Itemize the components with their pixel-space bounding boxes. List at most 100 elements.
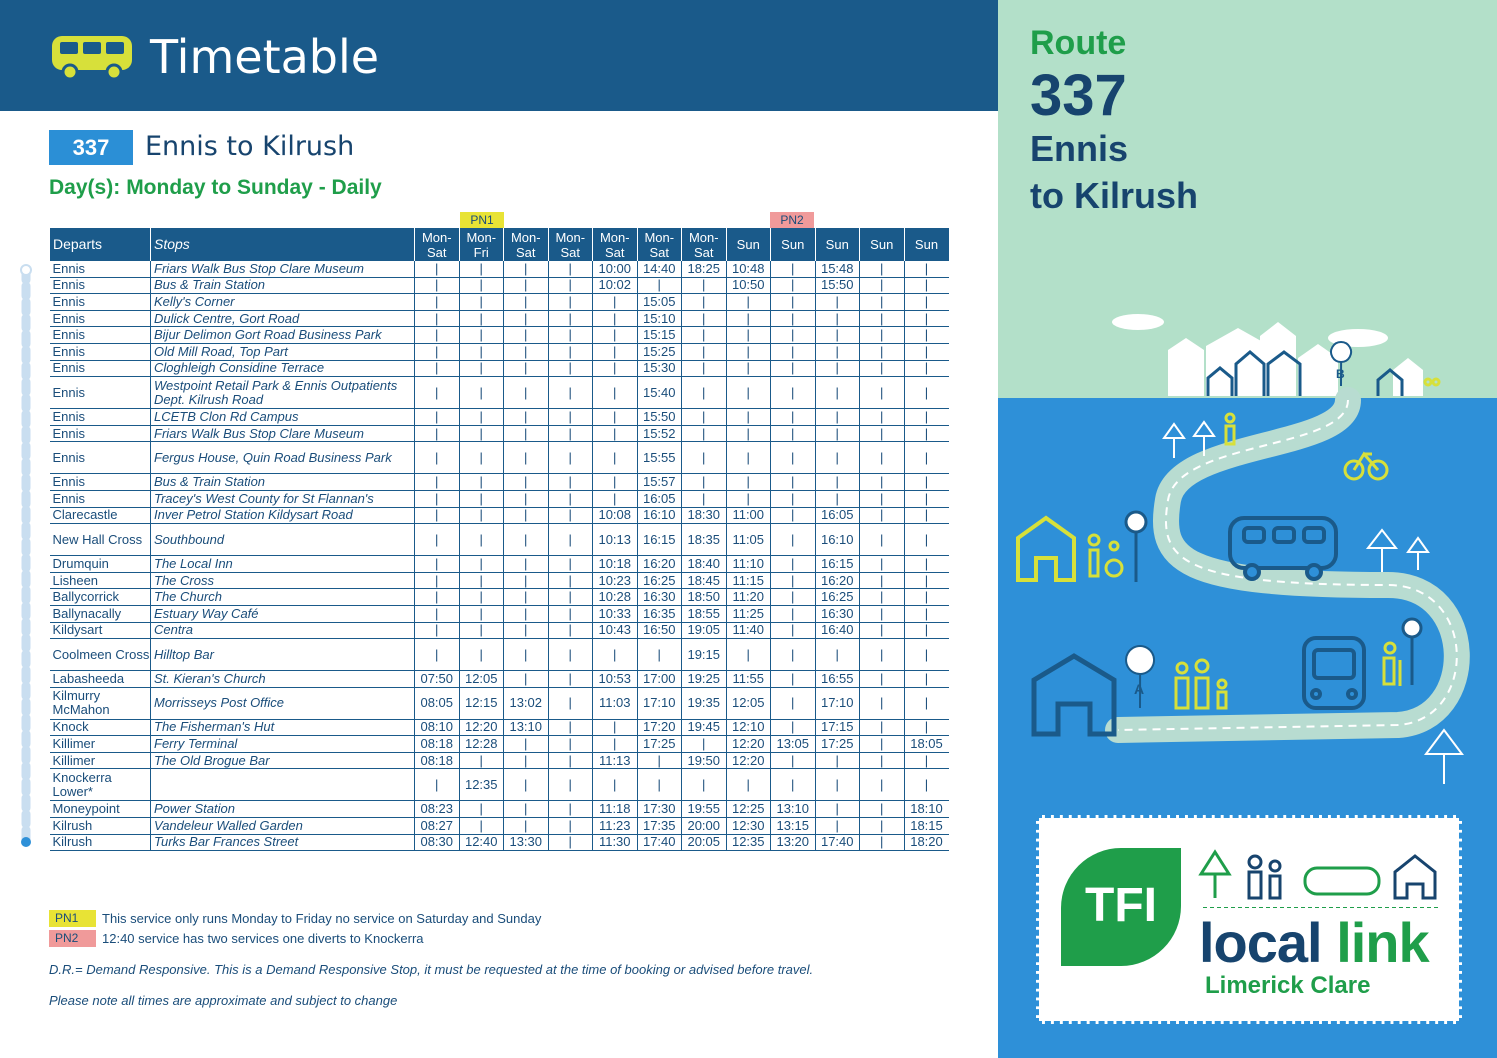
note-pn1: PN1 This service only runs Monday to Fri…	[49, 908, 813, 928]
time-cell: 18:10	[903, 800, 949, 819]
time-cell: |	[859, 261, 904, 278]
departs-cell: Ennis	[49, 261, 151, 278]
table-row: Ennis LCETB Clon Rd Campus | | | | | 15:50 | | | | |…	[49, 408, 949, 426]
time-cell: |	[547, 752, 593, 770]
time-cell: |	[503, 473, 548, 491]
departs-cell: Kilrush	[49, 817, 151, 835]
time-cell: |	[414, 425, 459, 443]
time-cell: |	[903, 277, 949, 295]
column-header-day: Mon- Sat	[636, 228, 682, 261]
time-cell: 18:40	[681, 555, 726, 573]
time-cell: 13:10	[770, 800, 815, 819]
time-cell: 17:30	[636, 800, 682, 819]
time-cell: |	[592, 408, 637, 426]
time-cell: |	[503, 425, 548, 443]
departs-cell: Killimer	[49, 735, 151, 753]
time-cell: |	[903, 261, 949, 278]
departs-cell: Kildysart	[49, 622, 151, 640]
time-cell: |	[458, 343, 504, 361]
time-cell: |	[725, 473, 771, 491]
time-cell: 13:10	[503, 719, 548, 737]
time-cell: |	[681, 293, 726, 311]
time-cell: |	[903, 425, 949, 443]
time-cell: |	[503, 768, 548, 802]
time-cell: |	[681, 473, 726, 491]
local-word: local	[1199, 911, 1323, 974]
time-cell: |	[547, 408, 593, 426]
time-cell: |	[770, 310, 815, 328]
time-cell: 17:15	[814, 719, 860, 737]
time-cell: |	[503, 293, 548, 311]
time-cell: |	[547, 277, 593, 295]
time-cell: 18:45	[681, 572, 726, 590]
table-row: Kilrush Vandeleur Walled Garden 08:27 | | | 11…	[49, 817, 949, 835]
time-cell: |	[592, 425, 637, 443]
column-header-day: Mon- Sat	[547, 228, 593, 261]
table-row: Knockerra Lower* | 12:35 | | | | | | | | | |	[49, 768, 949, 802]
stop-cell: Tracey's West County for St Flannan's	[150, 490, 415, 508]
time-cell: |	[458, 441, 504, 475]
time-cell: |	[903, 622, 949, 640]
time-cell: 18:55	[681, 605, 726, 623]
time-cell: |	[414, 507, 459, 525]
time-cell: |	[503, 605, 548, 623]
time-cell: |	[414, 261, 459, 278]
time-cell: |	[414, 572, 459, 590]
time-cell: 16:20	[814, 572, 860, 590]
time-cell: |	[503, 800, 548, 819]
time-cell: |	[859, 507, 904, 525]
time-cell: 17:35	[636, 817, 682, 835]
time-cell: |	[903, 293, 949, 311]
house-icon	[1016, 515, 1076, 582]
time-cell: |	[725, 768, 771, 802]
table-row: Ennis Westpoint Retail Park & Ennis Outpa…	[49, 376, 949, 410]
time-cell: |	[859, 490, 904, 508]
days-line: Day(s): Monday to Sunday - Daily	[49, 176, 382, 200]
time-cell: |	[414, 293, 459, 311]
time-cell: |	[725, 376, 771, 410]
column-header-day: Mon- Sat	[414, 228, 459, 261]
time-cell: 19:15	[681, 638, 726, 672]
time-cell: 11:13	[592, 752, 637, 770]
tfi-logo-mark: TFI	[1061, 848, 1181, 966]
time-cell: |	[770, 768, 815, 802]
stop-cell: LCETB Clon Rd Campus	[150, 408, 415, 426]
stop-cell: Cloghleigh Considine Terrace	[150, 360, 415, 378]
route-side-panel: Route 337 Ennis to Kilrush B	[998, 0, 1497, 1058]
time-cell: |	[770, 687, 815, 720]
departs-cell: Ennis	[49, 310, 151, 328]
time-cell: |	[414, 768, 459, 802]
time-cell: |	[903, 555, 949, 573]
table-row: Drumquin The Local Inn | | | | 10:18 16:20 18:40…	[49, 555, 949, 573]
time-cell: 19:05	[681, 622, 726, 640]
column-header-stops: Stops	[150, 228, 415, 261]
time-cell: |	[458, 523, 504, 557]
time-cell: |	[814, 326, 860, 344]
time-cell: |	[503, 490, 548, 508]
time-cell: |	[859, 687, 904, 720]
stop-cell: Centra	[150, 622, 415, 640]
time-cell: 11:15	[725, 572, 771, 590]
departs-cell: Knock	[49, 719, 151, 737]
time-cell: |	[859, 425, 904, 443]
time-cell: |	[770, 752, 815, 770]
time-cell: |	[458, 572, 504, 590]
time-cell: |	[414, 376, 459, 410]
time-cell: |	[770, 572, 815, 590]
time-cell: |	[903, 310, 949, 328]
pn2-tag: PN2	[770, 212, 814, 228]
time-cell: 17:00	[636, 670, 682, 688]
stop-cell: Kelly's Corner	[150, 293, 415, 311]
time-cell: |	[681, 768, 726, 802]
table-row: Ennis Bijur Delimon Gort Road Business Pa…	[49, 326, 949, 344]
person-icon	[1247, 854, 1263, 870]
bus-icon	[52, 36, 132, 80]
column-header-day: Mon- Fri	[458, 228, 504, 261]
time-cell: |	[592, 719, 637, 737]
pn1-text: This service only runs Monday to Friday …	[102, 910, 542, 926]
time-cell: |	[859, 572, 904, 590]
time-cell: 08:23	[414, 800, 459, 819]
time-cell: |	[547, 261, 593, 278]
stop-cell: The Church	[150, 588, 415, 606]
time-cell: 13:02	[503, 687, 548, 720]
